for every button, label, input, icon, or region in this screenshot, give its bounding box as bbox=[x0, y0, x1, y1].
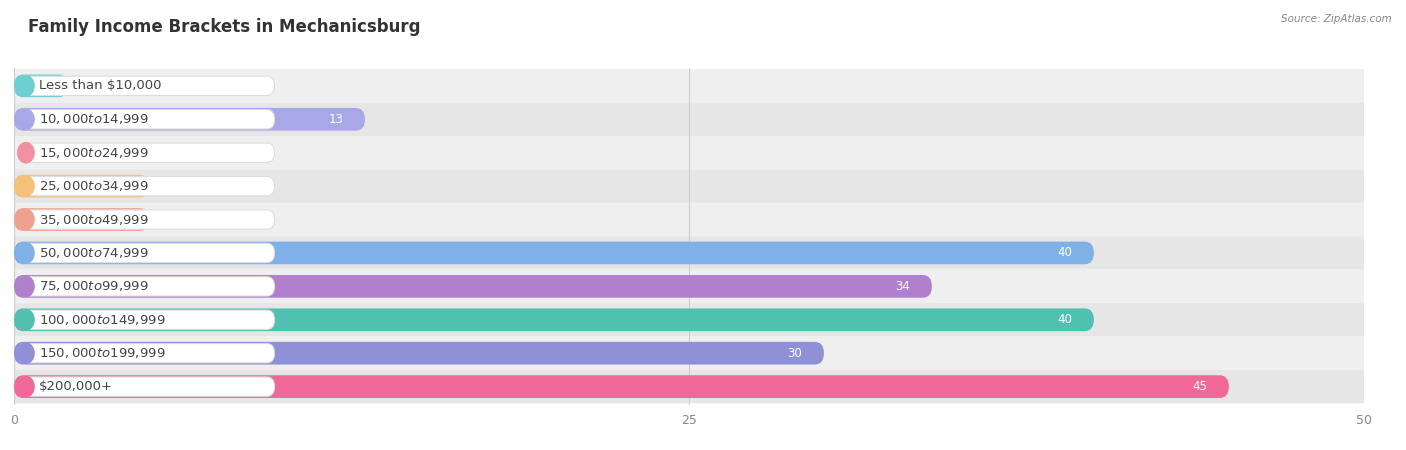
FancyBboxPatch shape bbox=[14, 236, 1364, 270]
Text: $15,000 to $24,999: $15,000 to $24,999 bbox=[39, 146, 149, 160]
Text: Less than $10,000: Less than $10,000 bbox=[39, 79, 162, 92]
Circle shape bbox=[18, 276, 34, 297]
Text: 5: 5 bbox=[166, 213, 173, 226]
FancyBboxPatch shape bbox=[14, 208, 149, 231]
FancyBboxPatch shape bbox=[18, 143, 274, 162]
FancyBboxPatch shape bbox=[18, 76, 274, 95]
FancyBboxPatch shape bbox=[14, 75, 67, 97]
Text: $25,000 to $34,999: $25,000 to $34,999 bbox=[39, 179, 149, 193]
FancyBboxPatch shape bbox=[14, 242, 1094, 264]
FancyBboxPatch shape bbox=[14, 203, 1364, 236]
Circle shape bbox=[18, 209, 34, 230]
Circle shape bbox=[18, 377, 34, 397]
Text: $10,000 to $14,999: $10,000 to $14,999 bbox=[39, 112, 149, 126]
FancyBboxPatch shape bbox=[14, 169, 1364, 203]
FancyBboxPatch shape bbox=[14, 308, 1094, 331]
Text: Family Income Brackets in Mechanicsburg: Family Income Brackets in Mechanicsburg bbox=[28, 18, 420, 36]
FancyBboxPatch shape bbox=[18, 343, 274, 363]
FancyBboxPatch shape bbox=[14, 108, 366, 130]
Text: $50,000 to $74,999: $50,000 to $74,999 bbox=[39, 246, 149, 260]
FancyBboxPatch shape bbox=[14, 275, 932, 298]
FancyBboxPatch shape bbox=[18, 310, 274, 329]
FancyBboxPatch shape bbox=[14, 375, 1229, 398]
Text: 13: 13 bbox=[329, 113, 343, 126]
FancyBboxPatch shape bbox=[14, 270, 1364, 303]
Text: $35,000 to $49,999: $35,000 to $49,999 bbox=[39, 212, 149, 226]
Circle shape bbox=[18, 310, 34, 330]
FancyBboxPatch shape bbox=[14, 370, 1364, 403]
Text: 40: 40 bbox=[1057, 313, 1073, 326]
FancyBboxPatch shape bbox=[14, 337, 1364, 370]
Circle shape bbox=[18, 243, 34, 263]
Circle shape bbox=[18, 176, 34, 196]
FancyBboxPatch shape bbox=[14, 303, 1364, 337]
Circle shape bbox=[18, 143, 34, 163]
Text: 45: 45 bbox=[1192, 380, 1208, 393]
FancyBboxPatch shape bbox=[18, 176, 274, 196]
Circle shape bbox=[18, 343, 34, 363]
FancyBboxPatch shape bbox=[18, 210, 274, 229]
Text: $75,000 to $99,999: $75,000 to $99,999 bbox=[39, 279, 149, 293]
Text: $100,000 to $149,999: $100,000 to $149,999 bbox=[39, 313, 166, 327]
Text: $150,000 to $199,999: $150,000 to $199,999 bbox=[39, 346, 166, 360]
FancyBboxPatch shape bbox=[14, 136, 1364, 169]
FancyBboxPatch shape bbox=[14, 103, 1364, 136]
Text: 34: 34 bbox=[896, 280, 910, 293]
Circle shape bbox=[18, 109, 34, 130]
Text: 0: 0 bbox=[31, 146, 38, 159]
Text: Source: ZipAtlas.com: Source: ZipAtlas.com bbox=[1281, 14, 1392, 23]
FancyBboxPatch shape bbox=[14, 342, 824, 364]
Text: 2: 2 bbox=[84, 79, 91, 92]
FancyBboxPatch shape bbox=[18, 377, 274, 396]
FancyBboxPatch shape bbox=[18, 243, 274, 263]
FancyBboxPatch shape bbox=[18, 110, 274, 129]
FancyBboxPatch shape bbox=[14, 175, 149, 198]
Text: 5: 5 bbox=[166, 180, 173, 193]
FancyBboxPatch shape bbox=[14, 69, 1364, 103]
FancyBboxPatch shape bbox=[18, 277, 274, 296]
Text: $200,000+: $200,000+ bbox=[39, 380, 112, 393]
Text: 40: 40 bbox=[1057, 247, 1073, 260]
Circle shape bbox=[18, 76, 34, 96]
Text: 30: 30 bbox=[787, 346, 803, 360]
